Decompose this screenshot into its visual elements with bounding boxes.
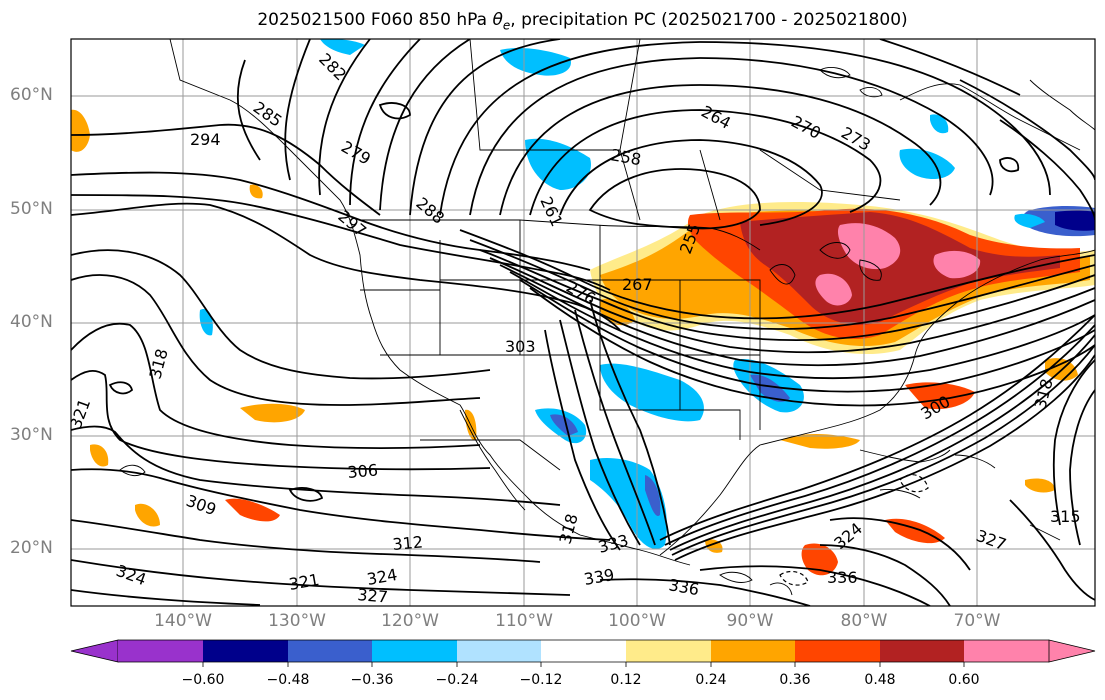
lon-label: 90°W: [726, 611, 774, 631]
map-content: 294 285 282 279 288 297 264 270 273 258 …: [71, 39, 1095, 607]
colorbar-bin: [880, 640, 964, 662]
colorbar-tick-label: −0.12: [519, 672, 563, 688]
colorbar-bin: [795, 640, 880, 662]
lat-label: 50°N: [10, 199, 53, 219]
contour-label: 315: [1050, 507, 1081, 526]
lon-label: 110°W: [495, 611, 553, 631]
lon-label: 130°W: [268, 611, 326, 631]
contour-label: 303: [505, 337, 536, 356]
colorbar-bin: [541, 640, 626, 662]
colorbar: [70, 639, 1096, 667]
contour-label: 312: [392, 532, 424, 554]
colorbar-tick-label: 0.36: [779, 672, 811, 688]
colorbar-bin: [964, 640, 1049, 662]
lat-label: 30°N: [10, 425, 53, 445]
colorbar-bin: [372, 640, 457, 662]
colorbar-extend-max: [1048, 639, 1096, 663]
map-border: [70, 38, 1096, 607]
colorbar-tick-label: 0.60: [948, 672, 980, 688]
map-title: 2025021500 F060 850 hPa θe, precipitatio…: [257, 10, 908, 33]
contour-label: 327: [357, 585, 389, 607]
lon-label: 80°W: [840, 611, 888, 631]
colorbar-tick-label: 0.12: [610, 672, 642, 688]
secondary-contours: [779, 474, 929, 586]
colorbar-bin: [626, 640, 711, 662]
lon-label: 140°W: [154, 611, 212, 631]
colorbar-bin: [288, 640, 372, 662]
colorbar-bin: [711, 640, 795, 662]
contour-label: 306: [347, 460, 379, 482]
colorbar-extend-min: [70, 639, 119, 663]
colorbar-tick-label: −0.48: [266, 672, 310, 688]
theta-e-contours: [71, 39, 1095, 606]
contour-label: 267: [622, 275, 653, 294]
lon-label: 120°W: [381, 611, 439, 631]
contour-label: 336: [827, 568, 858, 587]
colorbar-bin: [118, 640, 203, 662]
colorbar-bin: [203, 640, 288, 662]
colorbar-tick-label: 0.24: [695, 672, 727, 688]
colorbar-bin: [457, 640, 541, 662]
colorbar-tick-label: −0.60: [181, 672, 225, 688]
lat-label: 20°N: [10, 538, 53, 558]
colorbar-tick-label: −0.24: [435, 672, 479, 688]
colorbar-tick-label: −0.36: [350, 672, 394, 688]
lon-label: 100°W: [608, 611, 666, 631]
lat-label: 60°N: [10, 85, 53, 105]
lon-label: 70°W: [953, 611, 1001, 631]
colorbar-tick-label: 0.48: [864, 672, 896, 688]
contour-label: 294: [190, 130, 221, 149]
lat-label: 40°N: [10, 312, 53, 332]
